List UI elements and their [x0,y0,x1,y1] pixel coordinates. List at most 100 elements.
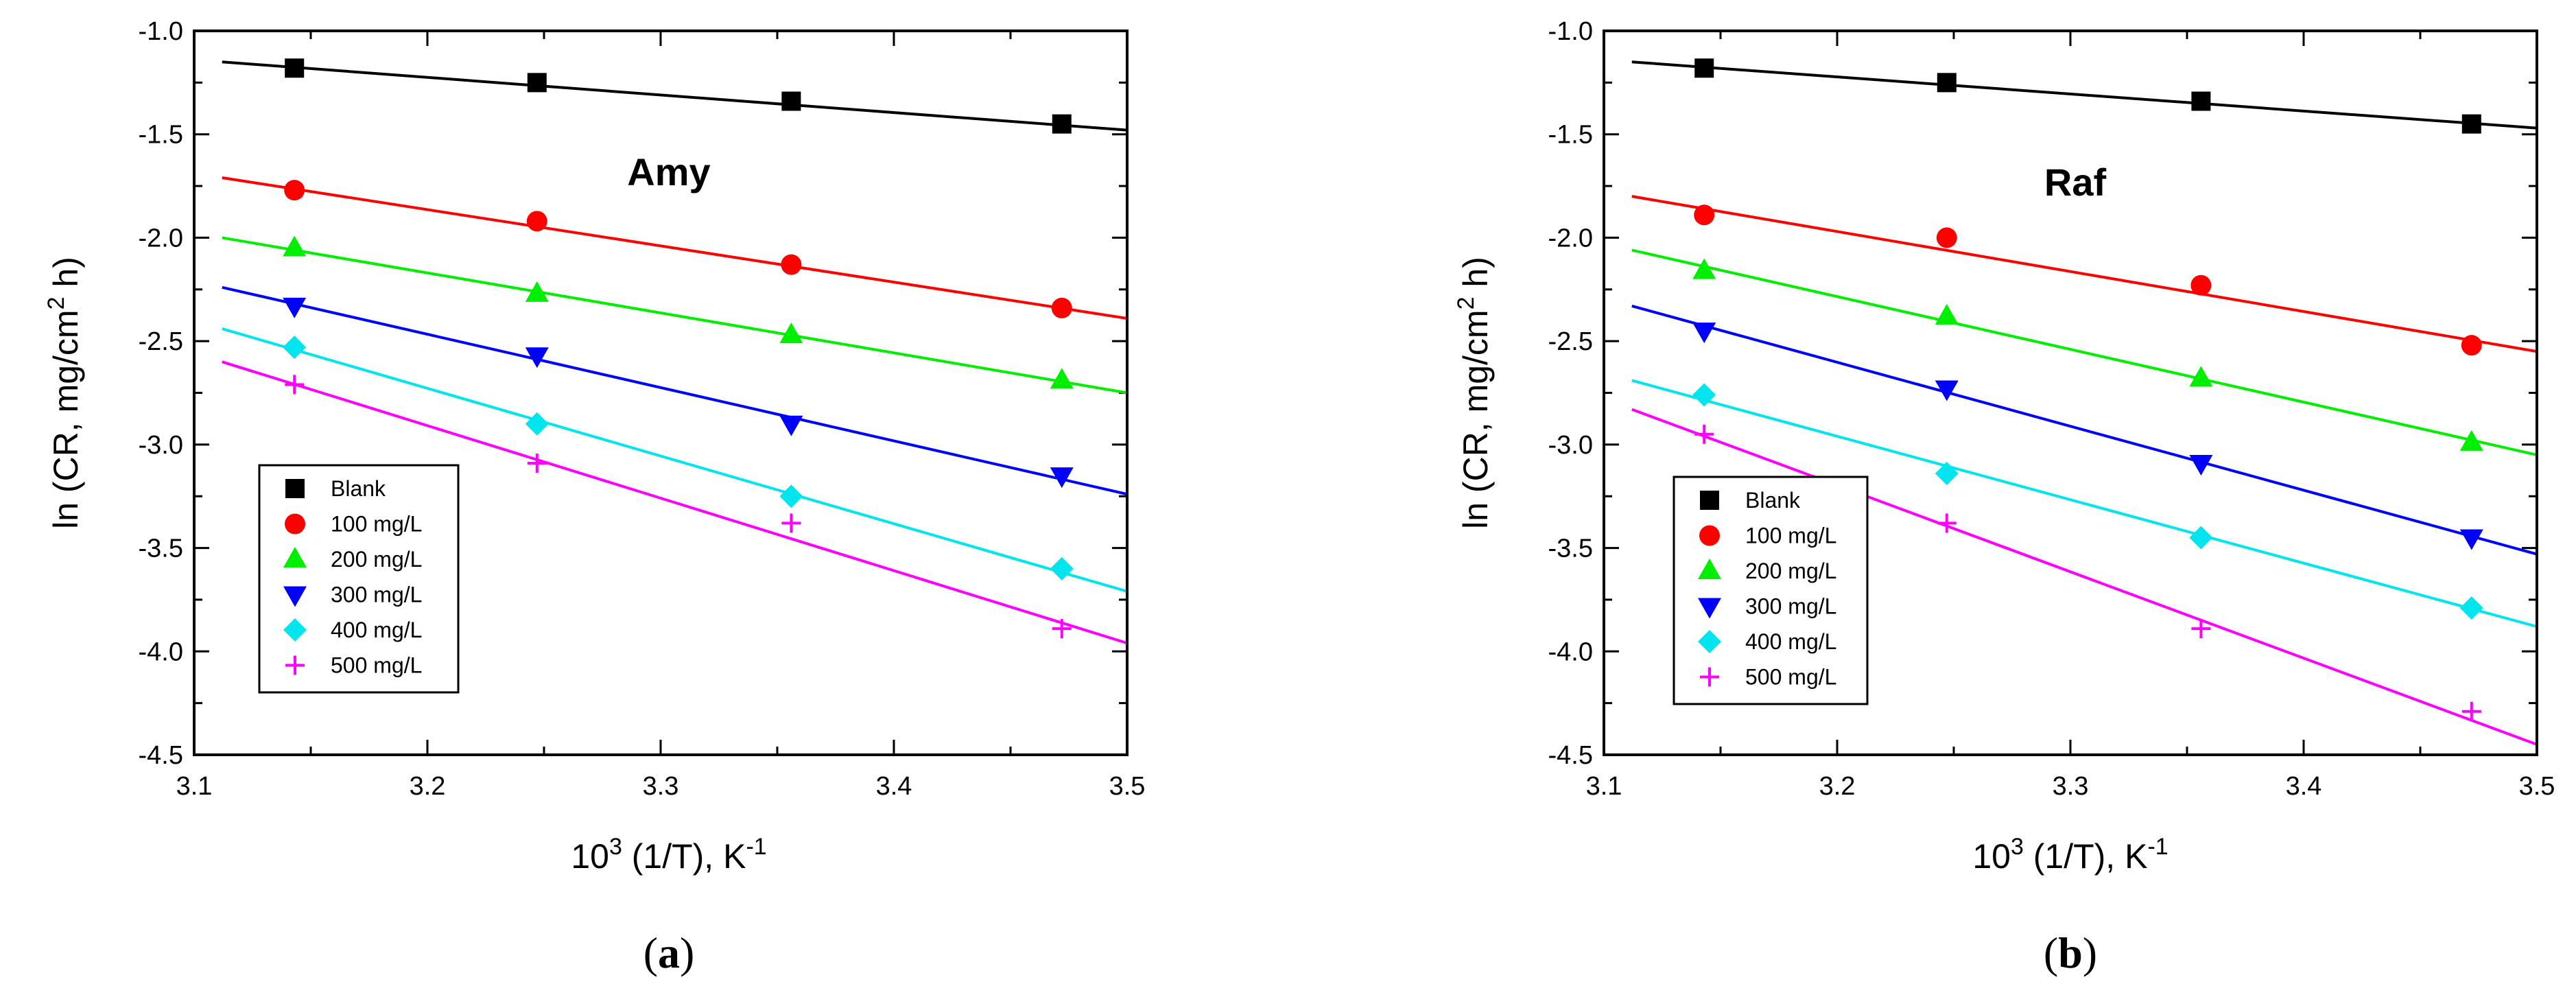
legend-label: 200 mg/L [331,547,422,572]
legend-swatch [1700,667,1719,687]
data-point [1052,114,1072,134]
y-axis-label-main: ln (CR, mg/cm [47,309,85,528]
series-blank [222,58,1127,134]
data-point [283,235,307,257]
legend-swatch [1698,559,1721,579]
legend-swatch [283,547,307,567]
panel-caption: (a) [643,928,695,977]
y-axis-label-sup: 2 [43,296,69,309]
legend-item: 100 mg/L [285,512,422,537]
data-point [2459,430,2483,451]
data-point [283,297,307,318]
x-tick-label: 3.2 [410,772,446,801]
legend-label: 500 mg/L [331,653,422,678]
caption-open: ( [643,928,658,977]
legend-item: 200 mg/L [1698,559,1836,583]
data-point [779,323,803,344]
fit-line [222,236,1127,395]
data-point [1692,383,1716,407]
x-tick-label: 3.3 [643,772,679,801]
y-tick-label: -3.5 [1548,535,1593,563]
data-point [1692,258,1716,279]
x-axis-label-mid: (1/T), K [2024,837,2148,876]
legend: Blank 100 mg/L 200 mg/L 300 mg/L 400 mg/L 500… [258,464,460,694]
data-point [1937,73,1957,93]
x-axis-label-sup: 3 [2011,834,2024,860]
x-axis-label-sup: 3 [609,834,622,860]
series-400-mg-l [1631,379,2537,629]
series-400-mg-l [222,327,1127,593]
fit-line [222,360,1127,645]
data-point [2189,366,2213,387]
series-300-mg-l [222,285,1127,496]
panel-caption: (b) [2044,928,2097,977]
y-tick-label: -4.0 [139,637,183,666]
legend-item: 400 mg/L [283,618,422,642]
x-tick-label: 3.5 [1109,772,1146,801]
chart-title: Amy [627,150,710,194]
data-point [525,347,549,368]
fit-line [1631,408,2537,746]
legend-label: Blank [1745,488,1801,513]
y-tick-label: -2.0 [1548,224,1593,253]
data-point [525,412,549,436]
chart-panel-amy: 3.1 3.2 3.3 3.4 3.5 -1.0 -1.5 -2.0 -2.5 -3.0 -3.5 -… [43,17,1145,977]
legend-label: 200 mg/L [1745,559,1836,583]
data-point [781,513,801,533]
legend-label: 300 mg/L [1745,594,1836,619]
x-axis-label-base: 10 [571,837,609,876]
y-axis-label-sup: 2 [1453,296,1479,309]
x-tick-label: 3.1 [1586,772,1622,801]
x-tick-label: 3.5 [2519,772,2555,801]
series-group [222,58,1127,645]
data-point [2191,91,2211,111]
data-point [2459,529,2483,550]
legend-item: Blank [1700,488,1801,513]
data-point [2191,619,2211,639]
legend-swatch [1700,491,1719,510]
y-tick-label: -1.5 [1548,121,1593,150]
data-point [284,180,305,201]
x-tick-label: 3.4 [2286,772,2322,801]
data-point [2189,526,2213,550]
data-point [527,73,547,93]
data-point [1050,368,1074,389]
legend-label: Blank [331,476,386,501]
legend-label: 400 mg/L [1745,629,1836,654]
y-axis-label: ln (CR, mg/cm2 h) [1453,257,1495,529]
caption-open: ( [2044,928,2058,977]
data-point [1052,619,1072,639]
legend-label: 500 mg/L [1745,665,1836,690]
legend-item: 300 mg/L [283,583,422,607]
y-axis-label-main: ln (CR, mg/cm [1456,309,1495,528]
y-tick-label: -3.0 [1548,431,1593,460]
caption-letter: a [658,928,680,977]
x-axis-label-base: 10 [1972,837,2011,876]
series-blank [1631,58,2537,134]
legend-item: Blank [285,476,386,501]
y-tick-label: -3.0 [139,431,183,460]
fit-line [1631,379,2537,629]
legend-swatch [285,479,305,498]
data-point [525,281,549,302]
legend-item: 500 mg/L [1700,665,1836,690]
plot-frame [1603,30,2538,756]
caption-close: ) [2083,928,2097,977]
y-tick-label: -3.5 [139,535,183,563]
data-point [1935,380,1959,401]
legend-label: 400 mg/L [331,618,422,642]
x-tick-label: 3.4 [876,772,912,801]
series-200-mg-l [1631,248,2537,456]
legend-item: 400 mg/L [1698,629,1836,654]
x-axis-label: 103 (1/T), K-1 [571,834,766,876]
y-tick-label: -2.0 [139,224,183,253]
y-axis-label-tail: h) [47,257,85,296]
fit-line [222,60,1127,132]
fit-line [1631,60,2537,130]
data-point [285,58,305,78]
y-tick-label: -1.0 [139,17,183,46]
data-point [1937,513,1957,533]
caption-letter: b [2058,928,2083,977]
legend-swatch [1698,598,1721,619]
x-axis-label-sup2: -1 [2147,834,2168,860]
